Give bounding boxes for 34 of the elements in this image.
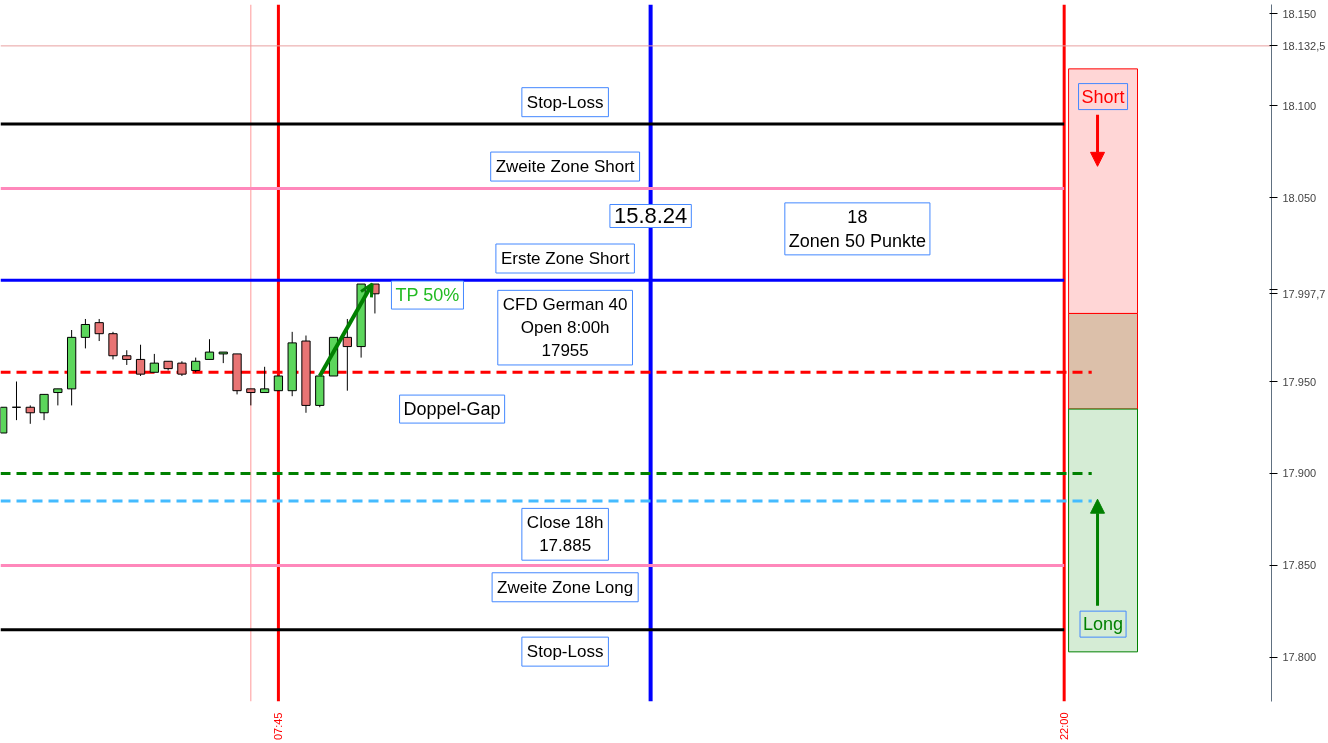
annotation: TP 50% <box>395 285 460 306</box>
ref-line-label: CFD German 40 Open 8:00h 17955 <box>502 295 628 360</box>
candlestick <box>149 353 159 373</box>
ref-line-label: Zweite Zone Long <box>497 577 634 597</box>
ref-line-label: Zweite Zone Short <box>495 157 635 177</box>
ref-line-label: Erste Zone Short <box>500 249 630 268</box>
annotation: 15.8.24 <box>613 203 688 229</box>
ref-line-label: Stop-Loss <box>526 92 604 112</box>
y-tick-label: 18.150 <box>1282 7 1317 20</box>
y-tick-label: 17.800 <box>1282 651 1317 664</box>
candlestick <box>80 318 91 349</box>
y-tick-label: 17.950 <box>1282 375 1317 388</box>
candlestick <box>259 366 270 394</box>
candlestick <box>25 404 35 425</box>
ref-line-label: Stop-Loss <box>526 642 604 662</box>
x-tick-label: 07:45 <box>272 712 285 741</box>
band-label: Long <box>1083 614 1124 635</box>
x-tick-label: 22:00 <box>1058 712 1071 741</box>
candlestick <box>135 344 146 377</box>
y-tick-label: 18.050 <box>1282 191 1317 204</box>
candlestick <box>94 318 104 342</box>
ref-line-label: Close 18h 17.885 <box>526 513 604 556</box>
y-tick-label: 17.997,7 <box>1282 287 1326 300</box>
y-tick-label: 17.850 <box>1282 559 1317 572</box>
annotation: Doppel-Gap <box>403 399 501 420</box>
annotation: 18 Zonen 50 Punkte <box>788 206 926 251</box>
candlestick <box>204 338 215 360</box>
candlestick <box>39 393 49 421</box>
y-tick-label: 17.900 <box>1282 467 1317 480</box>
y-tick-label: 18.100 <box>1282 99 1317 112</box>
band-label: Short <box>1081 86 1125 107</box>
y-tick-label: 18.132,5 <box>1282 39 1326 52</box>
candlestick <box>108 331 118 360</box>
candlestick <box>342 318 352 392</box>
